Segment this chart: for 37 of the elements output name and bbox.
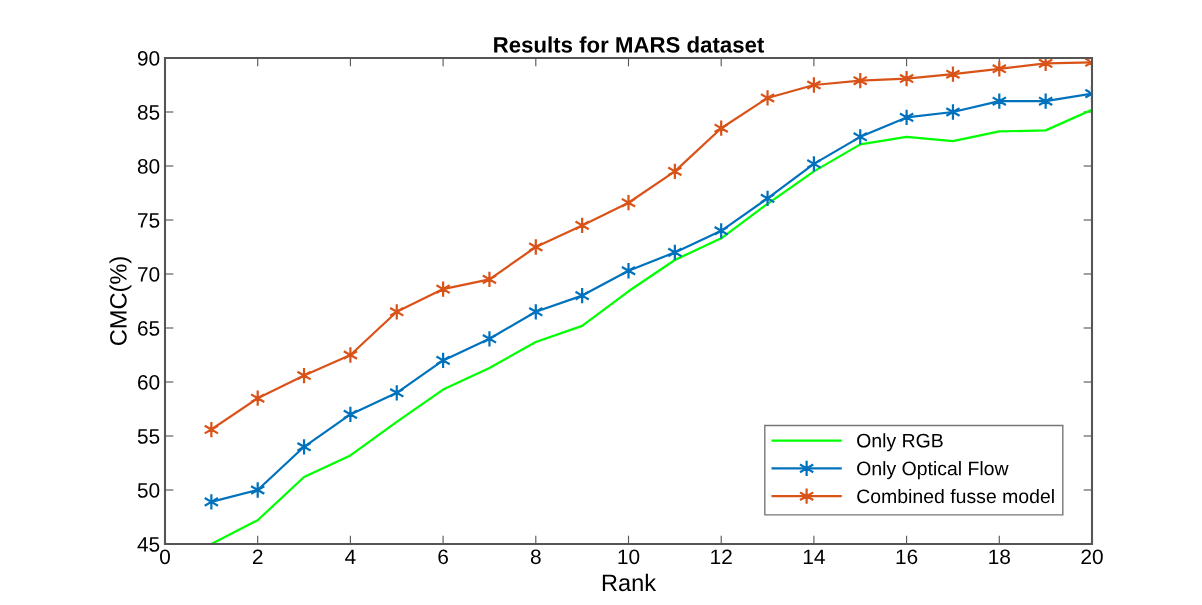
point xyxy=(759,89,776,107)
y-tick-label: 60 xyxy=(138,375,160,390)
legend-label: Combined fusse model xyxy=(857,488,1054,504)
x-tick-label: 2 xyxy=(252,549,263,564)
point xyxy=(898,108,915,127)
point xyxy=(481,330,498,348)
chart-title: Results for MARS dataset xyxy=(494,36,765,53)
y-tick-label: 70 xyxy=(138,267,160,282)
x-tick-label: 14 xyxy=(803,549,825,564)
point xyxy=(481,270,498,289)
x-tick-label: 10 xyxy=(618,549,640,565)
y-tick-label: 75 xyxy=(138,213,160,228)
point xyxy=(759,189,776,208)
x-tick-label: 16 xyxy=(896,549,918,565)
point xyxy=(898,69,915,88)
x-tick-label: 8 xyxy=(530,549,541,565)
y-tick-label: 45 xyxy=(137,537,160,552)
y-tick-label: 90 xyxy=(137,51,160,66)
point xyxy=(620,193,637,212)
x-axis-title: Rank xyxy=(602,573,657,592)
y-tick-label: 50 xyxy=(137,483,160,498)
y-tick-label: 55 xyxy=(137,429,160,444)
y-tick-label: 85 xyxy=(137,105,160,120)
x-tick-label: 12 xyxy=(711,549,732,564)
legend-label: Only Optical Flow xyxy=(857,461,1009,480)
point xyxy=(620,262,637,280)
x-tick-label: 18 xyxy=(989,549,1010,565)
legend-label: Only RGB xyxy=(857,433,943,452)
x-tick-label: 20 xyxy=(1081,549,1103,565)
y-tick-label: 65 xyxy=(138,321,160,336)
point xyxy=(342,346,359,364)
x-tick-label: 0 xyxy=(160,549,170,565)
x-tick-label: 6 xyxy=(438,549,448,565)
y-tick-label: 80 xyxy=(137,159,160,174)
y-axis-title: CMC(%) xyxy=(109,257,132,346)
point xyxy=(342,405,359,424)
x-tick-label: 4 xyxy=(345,549,356,564)
